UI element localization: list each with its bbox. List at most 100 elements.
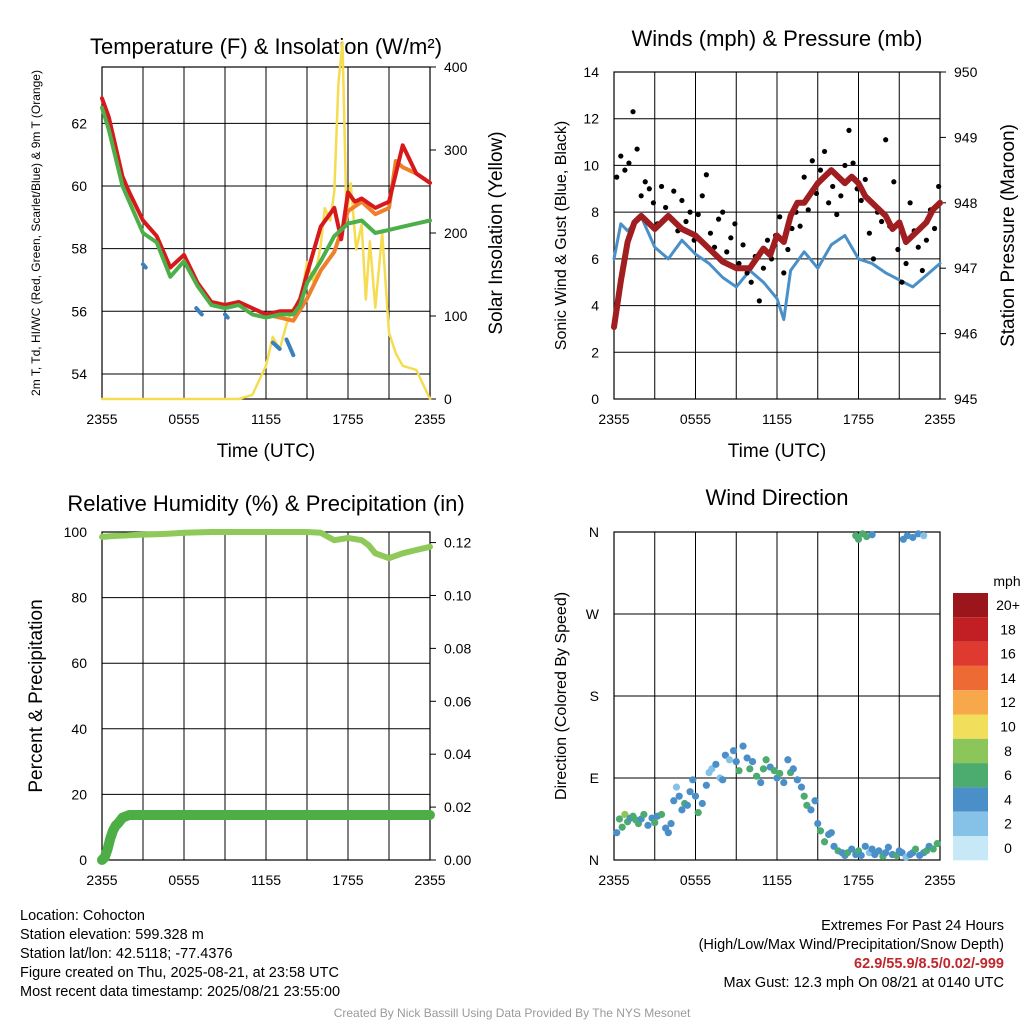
y2-axis-label: Solar Insolation (Yellow) [486,131,507,334]
direction-point [920,532,928,540]
gust-point [821,148,828,155]
direction-point [770,767,778,775]
gust-point [895,246,901,253]
legend-label: 14 [1000,670,1016,686]
plot-frame [101,66,431,400]
hiwc-segment [141,262,148,270]
x-tick-label: 1755 [332,872,363,888]
gust-point [695,211,701,218]
gust-point [764,237,771,243]
y2-tick-label: 400 [444,59,468,75]
direction-point [698,799,706,808]
x-tick-label: 1155 [251,872,281,888]
legend-label: 18 [1000,621,1016,637]
chart-title: Wind Direction [705,485,848,510]
precip-line [97,810,435,865]
direction-point [868,531,876,539]
direction-point [857,851,865,860]
direction-point [664,829,672,837]
direction-point [732,758,740,766]
direction-point [757,778,765,787]
direction-point [933,840,941,848]
gust-point [626,160,632,166]
y-tick-label: 0 [79,852,87,868]
direction-point [861,842,869,850]
direction-point [743,754,751,762]
direction-point [797,783,806,791]
direction-point [672,783,681,791]
gust-point [931,225,938,232]
legend-label: 16 [1000,646,1016,662]
gust-point [724,249,730,255]
rh-line [99,529,433,562]
y-tick-label: 6 [591,251,599,267]
y2-tick-label: 200 [444,225,468,241]
gust-point [817,167,824,173]
direction-point [691,792,700,800]
gust-point [634,146,640,152]
direction-point [689,776,697,784]
gust-point [658,183,665,190]
gust-point [740,242,746,248]
x-tick-label: 1755 [332,411,363,427]
recent-timestamp: Most recent data timestamp: 2025/08/21 2… [20,984,341,1000]
y-tick-label: 2 [591,344,599,360]
gust-point [826,200,832,206]
gust-point [842,162,848,169]
direction-point [702,781,710,789]
legend-swatch [953,593,988,618]
gust-point [919,267,925,274]
y-tick-label: 12 [583,111,599,127]
x-tick-label: 1755 [843,411,874,427]
legend-label: 20+ [996,597,1020,613]
y-tick-label: N [589,852,599,868]
direction-point [644,821,652,829]
direction-point [651,819,659,827]
direction-point [686,788,694,796]
gust-point [785,246,791,253]
extremes-values: 62.9/55.9/8.5/0.02/-999 [854,956,1004,972]
x-tick-label: 2355 [598,411,629,427]
legend-swatch [953,665,988,691]
gust-point [870,256,877,262]
direction-point [657,810,666,819]
gust-point [630,109,636,115]
gust-point [720,209,726,215]
gust-point [805,207,811,213]
gust-point [671,188,677,194]
hiwc-segment [284,337,296,358]
legend-label: 2 [1004,816,1012,832]
t9m-line [264,159,432,323]
x-tick-label: 0555 [680,411,711,427]
y2-tick-label: 945 [954,391,978,407]
gust-point [663,204,669,211]
station-location: Location: Cohocton [20,908,145,924]
direction-point [789,765,797,773]
direction-point [748,758,757,766]
direction-point [615,815,624,823]
gust-point [846,127,852,133]
gust-point [748,279,754,285]
y-tick-label: 4 [591,298,599,314]
direction-point [683,801,691,809]
y-tick-label: 80 [71,590,87,606]
gust-point [707,230,714,236]
credit-line: Created By Nick Bassill Using Data Provi… [333,1006,691,1020]
pressure-line [611,167,943,331]
y-tick-label: 58 [71,241,87,257]
x-tick-label: 0555 [168,872,199,888]
direction-point [807,806,815,814]
x-tick-label: 1155 [762,411,792,427]
direction-point [729,747,738,755]
gust-point [801,174,807,180]
extremes-subheading: (High/Low/Max Wind/Precipitation/Snow De… [698,937,1004,953]
gust-point [858,197,864,204]
gust-point [699,193,705,199]
direction-point [739,742,747,750]
temp-line [100,96,432,317]
direction-point [759,765,768,773]
gust-point [703,172,709,178]
chart-title: Temperature (F) & Insolation (W/m²) [90,34,442,59]
x-tick-label: 1155 [762,872,792,888]
